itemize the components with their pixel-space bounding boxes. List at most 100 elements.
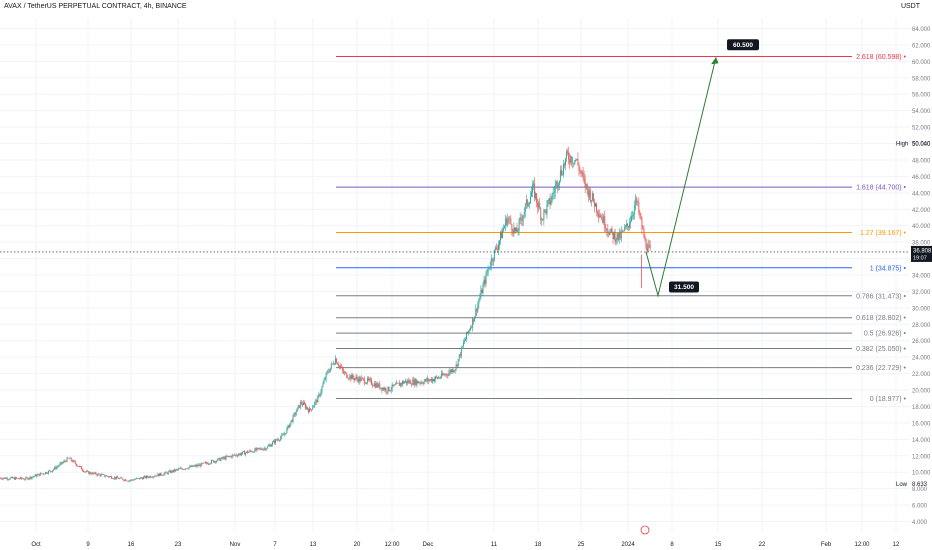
candle-body <box>20 477 22 479</box>
candle-body <box>281 434 283 438</box>
candle-body <box>39 473 41 476</box>
candle-body <box>286 428 288 434</box>
candle-body <box>358 377 360 383</box>
candle-body <box>68 458 70 459</box>
candle-body <box>275 439 276 444</box>
y-tick-label: 56.000 <box>912 93 931 99</box>
candle-body <box>498 244 499 250</box>
candle-body <box>416 380 418 385</box>
candle-body <box>6 477 8 480</box>
candle-body <box>206 463 208 465</box>
candle-body <box>525 199 527 205</box>
candle-body <box>168 470 170 472</box>
candle-body <box>64 460 66 462</box>
candle-body <box>95 472 97 475</box>
candle-body <box>517 230 519 232</box>
candle-body <box>98 473 100 475</box>
candle-body <box>481 289 483 294</box>
candle-body <box>511 224 513 231</box>
candle-body <box>552 193 554 195</box>
candle-body <box>400 383 402 385</box>
candle-body <box>224 457 226 460</box>
candle-body <box>566 151 568 159</box>
candle-body <box>568 152 570 160</box>
candle-body <box>590 200 592 202</box>
candle-body <box>443 374 445 376</box>
candle-body <box>342 367 344 371</box>
candle-body <box>42 473 44 475</box>
candle-body <box>282 434 284 436</box>
candle-body <box>100 474 102 476</box>
candle-body <box>356 376 358 379</box>
candle-body <box>70 457 72 461</box>
candle-body <box>58 465 60 467</box>
candle-body <box>476 308 478 312</box>
candle-body <box>234 454 236 456</box>
candle-body <box>45 472 47 474</box>
candle-body <box>244 451 246 455</box>
candle-body <box>221 457 223 459</box>
candle-body <box>505 218 507 226</box>
candle-body <box>474 316 476 322</box>
candle-body <box>647 244 649 252</box>
x-tick-label: 25 <box>578 542 585 548</box>
candle-body <box>121 477 123 479</box>
candle-body <box>28 478 30 480</box>
candle-body <box>579 170 581 172</box>
candle-body <box>406 380 408 384</box>
candle-body <box>148 477 150 478</box>
candle-body <box>314 402 316 406</box>
candle-body <box>605 228 607 231</box>
candle-body <box>199 464 201 467</box>
candle-body <box>642 228 644 230</box>
candle-body <box>592 193 594 202</box>
low-value: 8.633 <box>912 482 928 488</box>
candle-body <box>260 448 262 450</box>
x-tick-label: 8 <box>670 542 674 548</box>
candle-body <box>90 472 92 474</box>
y-tick-label: 14.000 <box>912 438 931 444</box>
candle-body <box>333 363 335 365</box>
candle-body <box>54 467 56 470</box>
candle-body <box>646 248 648 252</box>
candle-body <box>403 381 404 384</box>
candle-body <box>523 211 525 216</box>
candle-body <box>129 480 131 481</box>
candle-body <box>565 158 566 166</box>
candle-body <box>362 378 364 379</box>
candle-body <box>559 170 561 181</box>
candle-body <box>536 193 538 203</box>
candle-body <box>632 215 634 217</box>
candle-body <box>203 462 205 464</box>
candle-body <box>546 203 548 214</box>
candle-body <box>135 478 137 480</box>
candle-body <box>636 198 638 203</box>
x-tick-label: 18 <box>535 542 542 548</box>
candle-body <box>316 399 318 403</box>
candle-body <box>564 164 565 166</box>
candle-body <box>369 379 370 380</box>
candle-body <box>298 405 300 408</box>
candle-body <box>606 229 608 231</box>
candle-body <box>186 468 188 470</box>
candle-body <box>17 478 18 479</box>
candle-body <box>393 384 395 386</box>
candle-body <box>152 477 154 478</box>
candle-body <box>350 375 352 380</box>
currency-label[interactable]: USDT <box>900 3 920 10</box>
candle-body <box>225 456 227 460</box>
candle-body <box>114 477 116 479</box>
candle-body <box>32 476 34 478</box>
candle-body <box>456 364 458 367</box>
candle-body <box>25 477 27 480</box>
candle-body <box>284 433 286 436</box>
candle-body <box>413 379 415 385</box>
candle-body <box>375 383 377 388</box>
candle-body <box>494 247 496 250</box>
candle-body <box>197 464 199 466</box>
candle-body <box>144 476 145 478</box>
candle-body <box>140 477 142 479</box>
candle-body <box>232 454 234 456</box>
candle-body <box>276 439 278 441</box>
